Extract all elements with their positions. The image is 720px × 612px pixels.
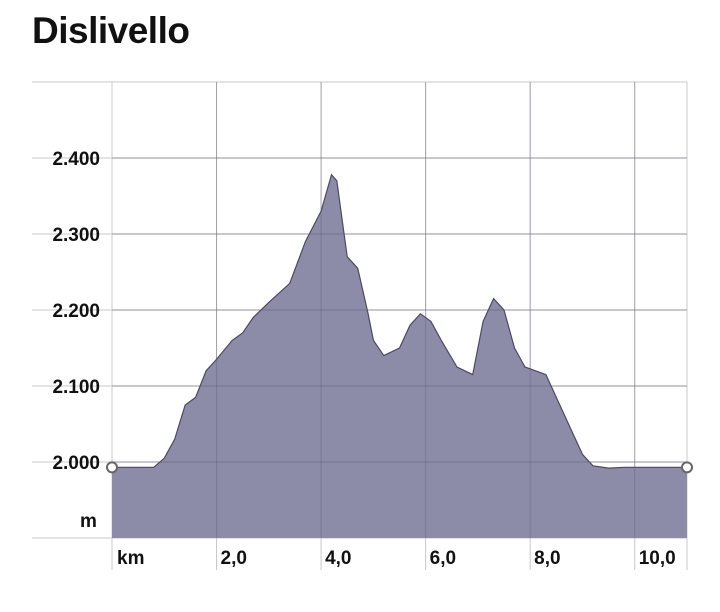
end-point-marker (681, 461, 693, 474)
y-tick-label: 2.200 (52, 301, 100, 322)
y-tick-label: 2.300 (52, 225, 100, 246)
chart-title: Dislivello (32, 10, 190, 51)
x-axis-ticks: 2,0 4,0 6,0 8,0 10,0 (221, 548, 676, 569)
y-axis-ticks: 2.000 2.100 2.200 2.300 2.400 (52, 149, 100, 474)
x-tick-label: 8,0 (534, 548, 560, 569)
elevation-fill (112, 174, 687, 538)
y-tick-label: 2.000 (52, 453, 100, 474)
x-tick-label: 2,0 (221, 548, 247, 569)
x-tick-label: 6,0 (430, 548, 456, 569)
start-point-marker (106, 461, 118, 474)
y-tick-label: 2.100 (52, 377, 100, 398)
elevation-line (112, 173, 687, 469)
y-unit-label: m (80, 511, 97, 532)
x-unit-label: km (117, 548, 144, 569)
x-tick-label: 10,0 (639, 548, 676, 569)
x-tick-label: 4,0 (325, 548, 351, 569)
y-tick-label: 2.400 (52, 149, 100, 170)
elevation-area (106, 82, 693, 538)
